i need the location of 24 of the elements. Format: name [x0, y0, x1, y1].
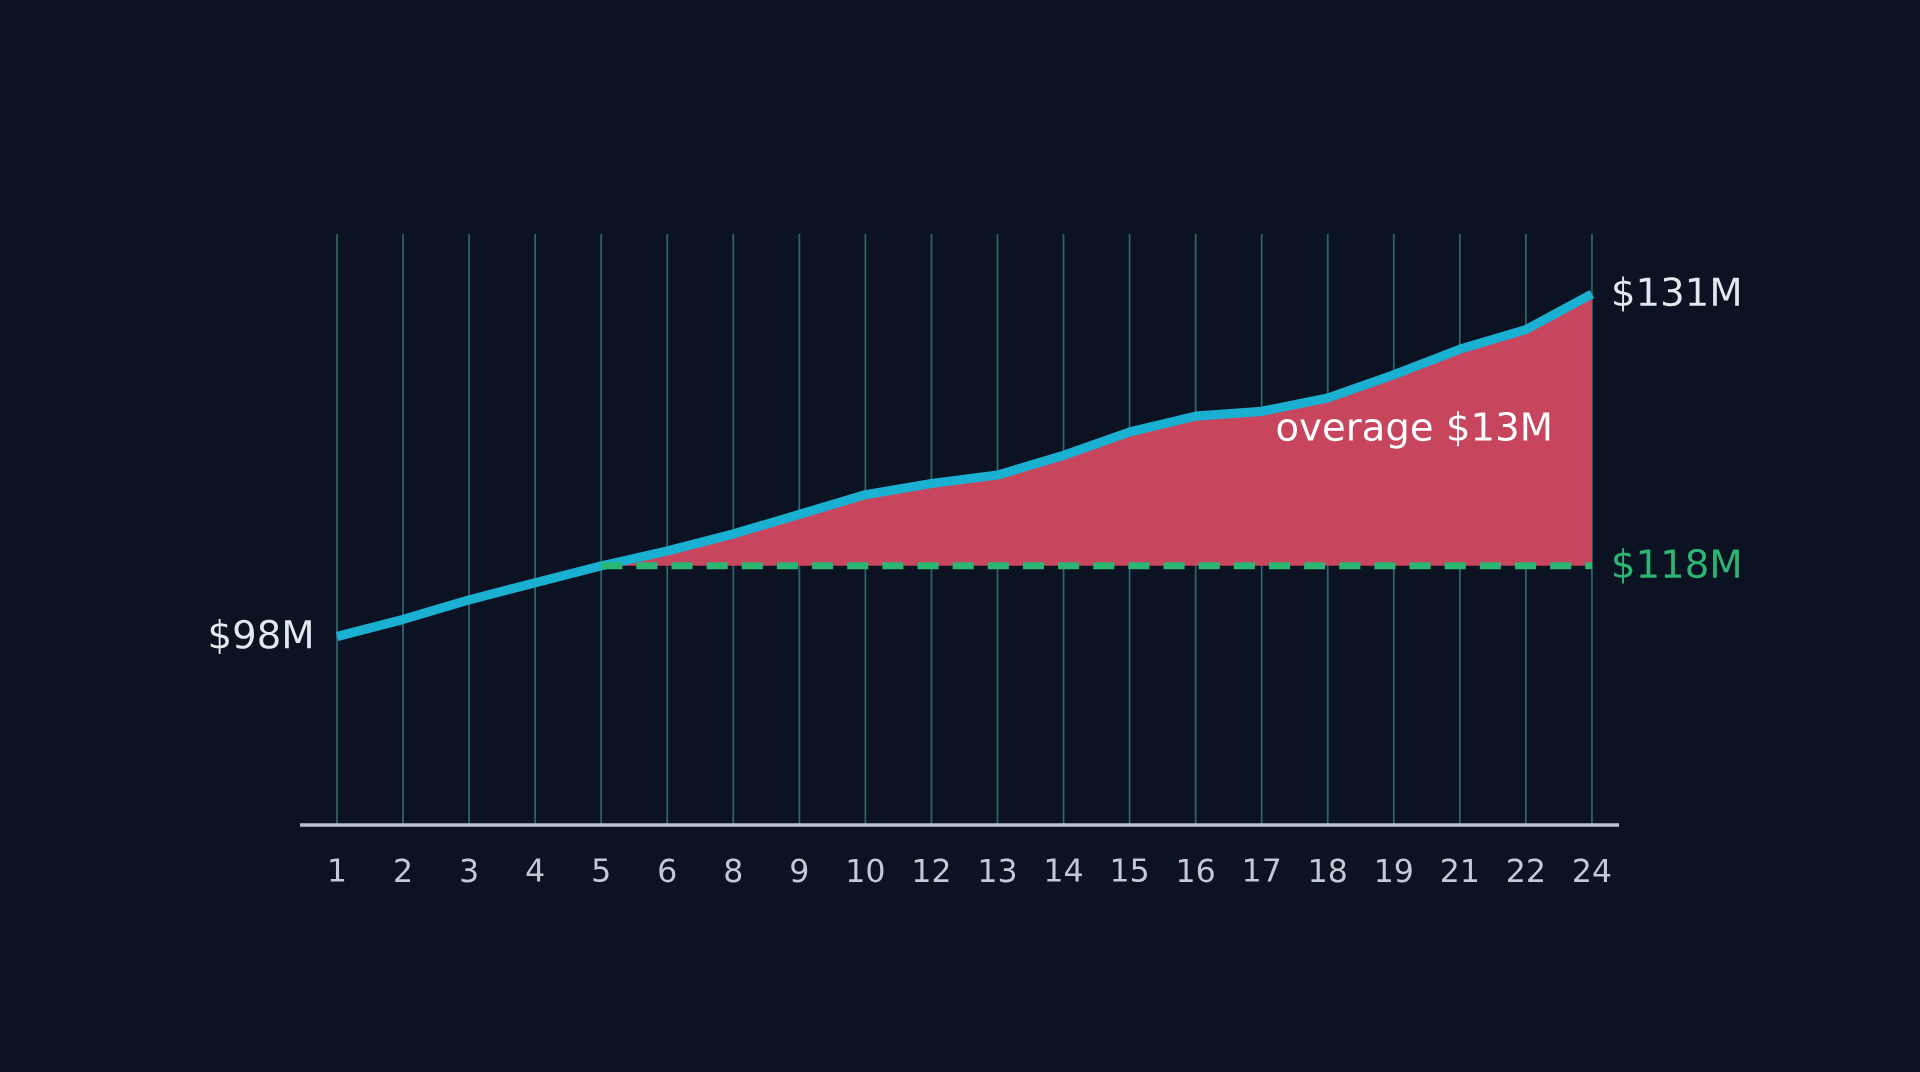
x-tick-label: 24 — [1574, 858, 1611, 882]
x-tick-label: 14 — [1046, 858, 1082, 882]
x-tick-label: 18 — [1311, 858, 1346, 883]
x-tick-label: 21 — [1442, 858, 1478, 882]
x-tick-label: 10 — [848, 858, 884, 883]
x-tick-label: 2 — [395, 858, 410, 882]
x-tick-label: 9 — [791, 858, 808, 883]
x-tick-label: 13 — [980, 858, 1016, 883]
x-tick-label: 19 — [1377, 858, 1412, 883]
x-tick-label: 16 — [1178, 858, 1214, 883]
x-tick-label: 12 — [914, 858, 949, 882]
x-tick-label: 17 — [1245, 858, 1280, 882]
x-tick-label: 22 — [1508, 858, 1543, 882]
annotation: $131M — [1614, 276, 1739, 312]
x-tick-label: 6 — [659, 858, 676, 883]
x-tick-label: 15 — [1112, 858, 1147, 882]
x-tick-label: 3 — [461, 858, 477, 883]
x-tick-label: 8 — [725, 858, 742, 883]
x-tick-label: 1 — [330, 858, 345, 882]
ref-line-label: $118M — [1614, 548, 1739, 584]
annotation: $98M — [210, 618, 311, 654]
x-tick-label: 4 — [526, 858, 544, 882]
x-tick-label: 5 — [593, 858, 609, 882]
annotation: overage $13M — [1277, 411, 1550, 449]
